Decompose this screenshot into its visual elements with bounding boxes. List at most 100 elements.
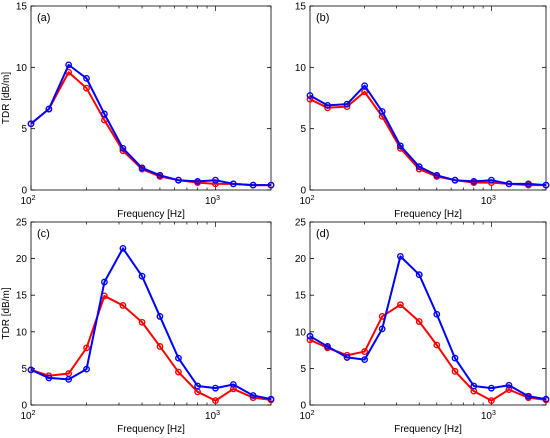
y-tick-label: 20: [16, 254, 28, 265]
data-point: [505, 386, 513, 394]
data-point: [433, 171, 441, 179]
data-point: [542, 181, 550, 189]
data-point: [175, 176, 182, 184]
data-point: [249, 181, 257, 189]
y-tick-label: 5: [300, 124, 306, 135]
data-point: [470, 382, 478, 390]
data-point: [27, 120, 35, 128]
data-point: [470, 178, 478, 185]
data-point: [101, 110, 108, 118]
x-tick-label: 103: [205, 410, 220, 422]
data-point: [229, 180, 237, 188]
data-point: [361, 348, 369, 355]
data-point: [451, 354, 459, 362]
data-point: [396, 142, 404, 150]
y-tick-label: 0: [21, 401, 27, 412]
y-tick-label: 20: [295, 254, 307, 265]
data-point: [138, 272, 146, 280]
data-point: [119, 144, 127, 152]
data-point: [83, 84, 90, 92]
x-axis-label: Frequency [Hz]: [394, 424, 462, 435]
data-point: [378, 325, 386, 333]
data-point: [415, 163, 423, 171]
data-point: [525, 392, 532, 400]
data-point: [415, 271, 423, 279]
data-point: [361, 82, 369, 90]
x-tick-label: 103: [205, 195, 220, 207]
y-tick-label: 0: [300, 401, 306, 412]
data-point: [45, 374, 53, 382]
data-point: [83, 74, 90, 82]
data-point: [156, 171, 164, 179]
data-point: [343, 354, 351, 361]
data-point: [45, 105, 53, 113]
data-point: [267, 181, 275, 189]
data-point: [343, 100, 351, 108]
x-tick-label: 102: [20, 410, 35, 422]
data-point: [194, 178, 201, 185]
data-point: [101, 278, 108, 286]
panel-label: (d): [316, 228, 329, 240]
data-point: [487, 384, 495, 392]
data-point: [119, 244, 127, 252]
data-point: [229, 385, 237, 393]
data-point: [65, 375, 73, 383]
data-point: [267, 395, 275, 403]
data-point: [396, 253, 404, 260]
data-point: [396, 301, 404, 309]
y-tick-label: 0: [21, 186, 27, 197]
y-tick-label: 10: [16, 63, 28, 74]
y-tick-label: 15: [16, 291, 28, 302]
data-point: [505, 381, 513, 389]
data-point: [378, 108, 386, 115]
data-point: [83, 365, 90, 373]
chart-panel-1: 0 5 10 15 102 103 Frequency [Hz] TDR [dB/m] (a): [1, 2, 275, 220]
y-tick-label: 25: [16, 218, 28, 229]
data-point: [361, 88, 369, 96]
plot-area: [30, 5, 272, 191]
data-point: [451, 367, 459, 375]
y-tick-label: 25: [295, 218, 307, 229]
plot-area: [309, 221, 547, 406]
data-point: [525, 180, 532, 188]
x-tick-label: 103: [481, 195, 496, 207]
x-axis-label: Frequency [Hz]: [394, 209, 462, 220]
data-point: [27, 366, 35, 374]
data-point: [324, 101, 331, 109]
data-point: [249, 392, 257, 399]
chart-panel-3: 0 5 10 15 20 25 102 103 Frequency [Hz] TDR [dB/m]…: [1, 218, 275, 435]
data-point: [451, 176, 459, 184]
x-axis-label: Frequency [Hz]: [117, 209, 185, 220]
data-point: [65, 61, 73, 69]
data-point: [212, 384, 219, 392]
y-tick-label: 10: [16, 327, 28, 338]
y-tick-label: 5: [300, 364, 306, 375]
data-point: [229, 381, 237, 388]
data-point: [487, 176, 495, 184]
data-point: [194, 382, 201, 390]
data-point: [175, 354, 182, 362]
data-point: [156, 343, 164, 350]
y-axis-label: TDR [dB/m]: [1, 72, 12, 124]
data-point: [433, 341, 441, 349]
data-point: [306, 332, 314, 340]
x-axis-label: Frequency [Hz]: [117, 424, 185, 435]
plot-area: [309, 5, 547, 191]
y-tick-label: 0: [300, 186, 306, 197]
chart-panel-2: 0 5 10 15 102 103 Frequency [Hz] (b): [295, 2, 550, 220]
data-point: [306, 92, 314, 99]
y-axis-label: TDR [dB/m]: [1, 287, 12, 339]
data-point: [156, 313, 164, 320]
data-point: [138, 318, 146, 326]
data-point: [361, 356, 369, 364]
data-point: [542, 395, 550, 403]
panel-label: (b): [316, 12, 329, 24]
x-tick-label: 103: [481, 410, 496, 422]
y-tick-label: 15: [16, 2, 28, 13]
data-point: [505, 180, 513, 188]
data-point: [212, 176, 219, 184]
data-point: [324, 343, 331, 350]
y-tick-label: 10: [295, 63, 307, 74]
data-point: [415, 318, 423, 325]
